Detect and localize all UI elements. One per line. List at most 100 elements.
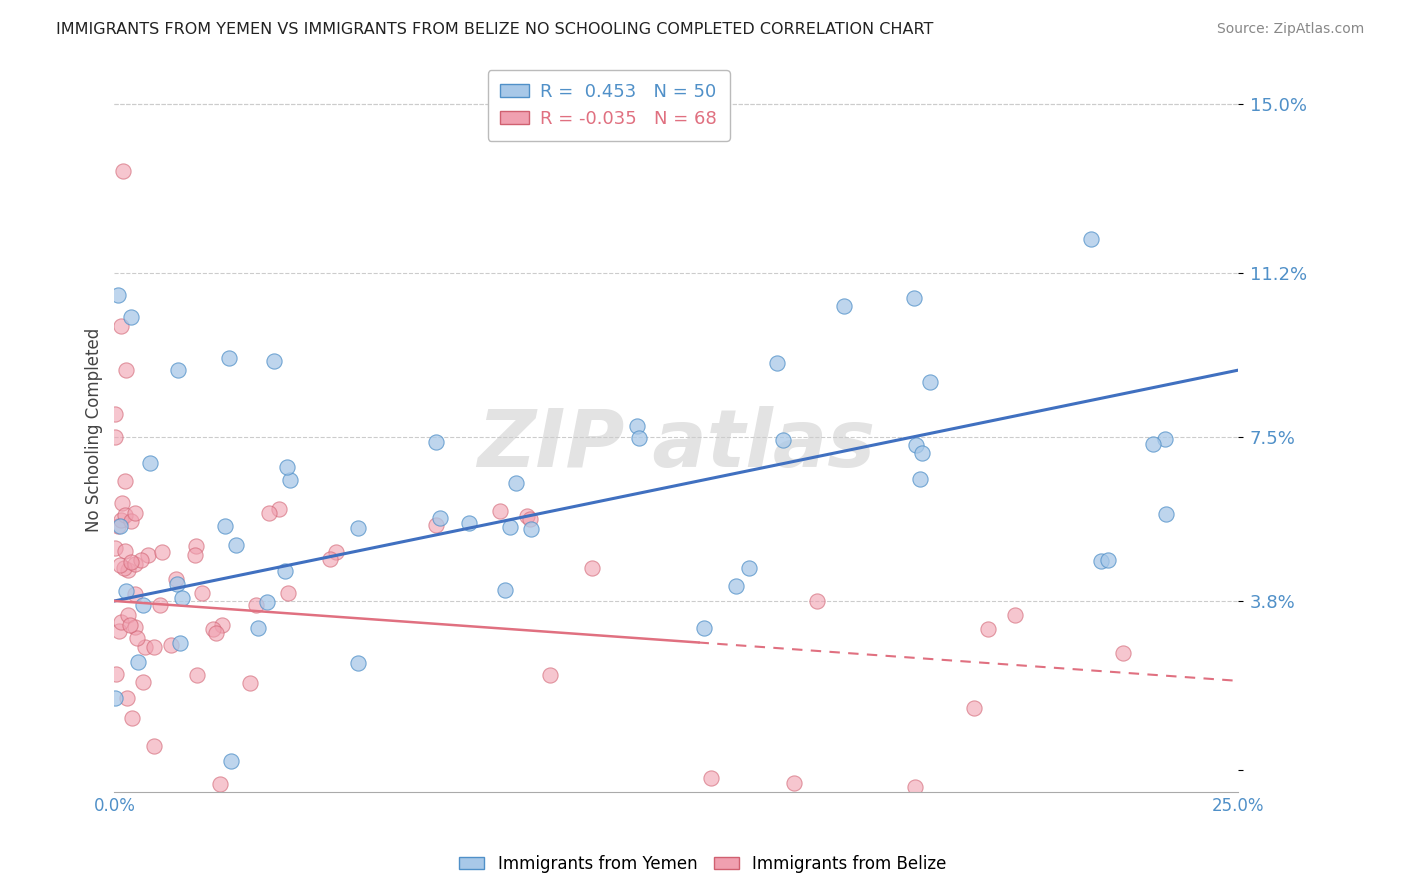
Point [120,514,142,528]
Point [457,516,479,530]
Point [202,622,225,636]
Point [124,506,146,520]
Point [132,675,155,690]
Point [208,776,231,790]
Text: Source: ZipAtlas.com: Source: ZipAtlas.com [1216,22,1364,37]
Point [1090,554,1112,568]
Point [225,538,247,552]
Point [142,739,165,753]
Point [142,640,165,655]
Point [1080,232,1102,246]
Point [136,548,159,562]
Point [832,299,855,313]
Point [104,541,127,555]
Point [318,552,340,566]
Point [499,520,522,534]
Point [505,475,527,490]
Point [132,599,155,613]
Point [110,513,132,527]
Text: 0.0%: 0.0% [93,797,135,814]
Point [911,446,934,460]
Point [108,558,131,572]
Point [489,504,512,518]
Point [170,591,193,606]
Point [117,607,139,622]
Point [114,474,136,488]
Point [186,668,208,682]
Point [920,375,942,389]
Point [519,522,541,536]
Point [269,501,291,516]
Point [124,587,146,601]
Point [115,691,138,706]
Point [211,617,233,632]
Point [626,419,648,434]
Point [107,518,129,533]
Point [516,508,538,523]
Point [138,456,160,470]
Point [277,585,299,599]
Point [129,552,152,566]
Point [124,620,146,634]
Point [169,636,191,650]
Point [114,508,136,522]
Point [263,354,285,368]
Point [538,668,561,682]
Point [1004,608,1026,623]
Point [1154,507,1177,521]
Point [150,544,173,558]
Point [347,521,370,535]
Point [127,655,149,669]
Point [903,291,925,305]
Point [239,676,262,690]
Text: 25.0%: 25.0% [1212,797,1264,814]
Point [108,624,131,638]
Point [204,626,226,640]
Point [115,584,138,599]
Point [166,577,188,591]
Point [221,754,243,768]
Point [114,544,136,558]
Point [114,363,136,377]
Point [278,473,301,487]
Point [107,288,129,302]
Point [962,700,984,714]
Point [977,623,1000,637]
Point [700,772,723,786]
Point [1097,553,1119,567]
Point [183,548,205,562]
Point [627,431,650,445]
Point [519,512,541,526]
Point [103,407,125,421]
Y-axis label: No Schooling Completed: No Schooling Completed [86,328,103,533]
Point [124,557,146,571]
Point [149,598,172,612]
Point [121,711,143,725]
Point [274,564,297,578]
Point [581,561,603,575]
Point [1154,432,1177,446]
Point [494,582,516,597]
Point [117,563,139,577]
Legend: Immigrants from Yemen, Immigrants from Belize: Immigrants from Yemen, Immigrants from B… [453,848,953,880]
Point [165,572,187,586]
Point [1112,646,1135,660]
Point [114,561,136,575]
Point [167,363,190,377]
Point [325,545,347,559]
Point [111,496,134,510]
Point [120,617,142,632]
Point [110,615,132,630]
Point [910,472,932,486]
Point [134,640,156,655]
Point [125,632,148,646]
Point [346,656,368,670]
Point [693,621,716,635]
Point [425,517,447,532]
Text: ZIP atlas: ZIP atlas [477,406,875,483]
Point [256,595,278,609]
Point [120,310,142,324]
Point [904,780,927,795]
Point [247,621,270,635]
Point [110,318,132,333]
